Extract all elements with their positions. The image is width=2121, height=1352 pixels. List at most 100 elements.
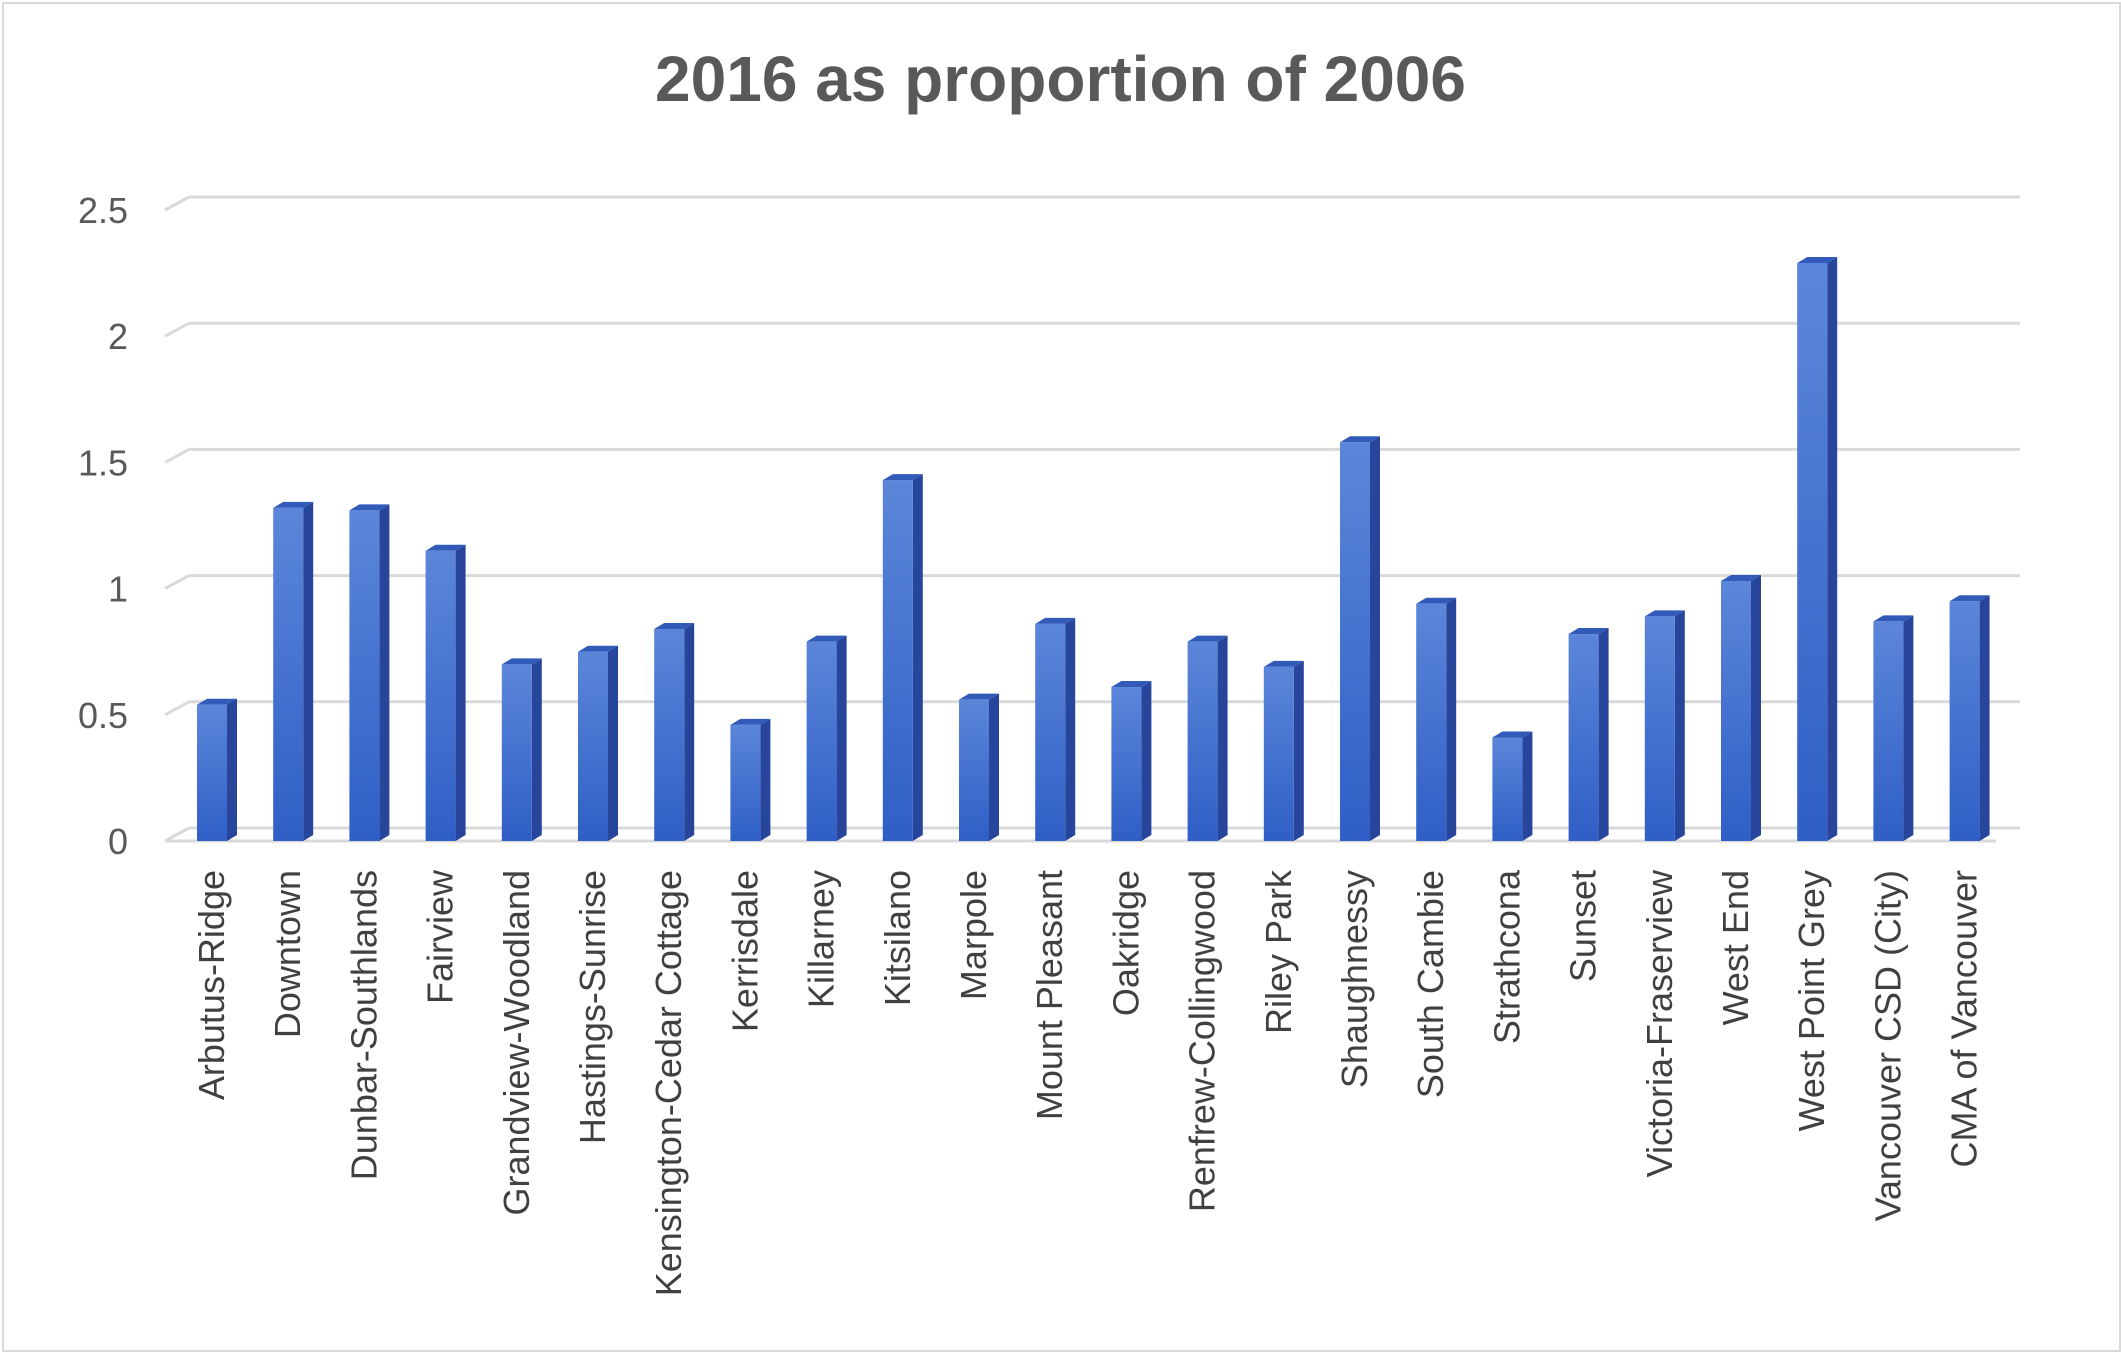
- bar-side: [1446, 597, 1457, 841]
- bar: [425, 544, 466, 841]
- bar: [197, 698, 237, 841]
- bar-side: [1370, 436, 1380, 841]
- bar-side: [989, 693, 999, 841]
- x-tick-label: West End: [1715, 870, 1756, 1025]
- bar-top: [1644, 610, 1685, 617]
- gridline-diag: [164, 448, 190, 464]
- x-tick-label: Victoria-Fraserview: [1639, 869, 1680, 1177]
- y-tick-label: 0.5: [78, 695, 128, 736]
- bar: [806, 635, 847, 841]
- bar-top: [1263, 660, 1304, 667]
- bar-top: [501, 658, 542, 665]
- bar-side: [531, 658, 542, 841]
- bar: [1416, 597, 1457, 841]
- bar-front: [273, 507, 304, 841]
- gridline-diag: [164, 700, 190, 717]
- bar-side: [608, 645, 618, 841]
- x-tick-label: Fairview: [420, 869, 461, 1004]
- x-tick-label: Grandview-Woodland: [496, 870, 537, 1216]
- y-tick-label: 2: [108, 316, 128, 357]
- bar-front: [1721, 581, 1751, 841]
- bar-front: [349, 510, 380, 841]
- bar-front: [1416, 603, 1447, 841]
- x-tick-label: Hastings-Sunrise: [572, 870, 613, 1144]
- x-tick-label: Kerrisdale: [724, 870, 765, 1032]
- bar-top: [1568, 628, 1609, 635]
- bar-top: [654, 622, 695, 629]
- bar: [959, 693, 999, 841]
- bar: [654, 622, 695, 841]
- bar-top: [1340, 436, 1380, 443]
- bar-side: [1979, 595, 1990, 841]
- bar-side: [760, 718, 771, 841]
- bar-top: [273, 501, 314, 508]
- bar: [1721, 575, 1761, 841]
- bar-side: [1598, 628, 1609, 841]
- bar-front: [1949, 601, 1980, 841]
- bar: [1644, 610, 1685, 841]
- bar-front: [1797, 263, 1828, 841]
- bar: [578, 645, 618, 841]
- y-tick-label: 2.5: [78, 190, 128, 231]
- bar-front: [1644, 616, 1675, 841]
- bar-top: [197, 698, 237, 705]
- gridline-diag: [164, 574, 190, 590]
- bar-front: [1568, 634, 1599, 841]
- bar-side: [455, 544, 466, 841]
- bar-side: [1293, 660, 1304, 841]
- bar-top: [349, 504, 390, 511]
- x-tick-label: Downtown: [267, 870, 308, 1038]
- x-tick-label: CMA of Vancouver: [1944, 870, 1985, 1167]
- bar-top: [1187, 635, 1228, 642]
- x-tick-label: Marpole: [953, 870, 994, 1000]
- bar-top: [1035, 617, 1076, 624]
- bar-front: [578, 651, 608, 841]
- bar-side: [1674, 610, 1685, 841]
- x-tick-label: Oakridge: [1105, 870, 1146, 1016]
- bar: [1492, 731, 1533, 841]
- bar: [501, 658, 542, 841]
- x-tick-label: Sunset: [1563, 870, 1604, 982]
- bar: [1340, 436, 1380, 841]
- gridlines: [164, 195, 2020, 843]
- bar-top: [1949, 595, 1990, 602]
- bar-front: [654, 628, 685, 841]
- bar-front: [959, 699, 989, 841]
- bar-front: [730, 724, 761, 841]
- bar: [349, 504, 390, 841]
- bar-side: [1903, 615, 1914, 841]
- bar: [273, 501, 314, 841]
- bar-top: [425, 544, 466, 551]
- bar-front: [501, 664, 532, 841]
- y-tick-label: 0: [108, 821, 128, 862]
- bar-top: [1492, 731, 1533, 738]
- bar: [1873, 615, 1914, 841]
- bar-front: [425, 550, 456, 841]
- bar: [882, 474, 923, 841]
- y-axis: 0 0.5 1 1.5 2 2.5: [78, 190, 128, 862]
- gridline-diag: [164, 195, 190, 212]
- bar: [1797, 257, 1838, 841]
- bar-side: [1827, 257, 1838, 841]
- bar-side: [227, 698, 237, 841]
- x-axis: Arbutus-Ridge Downtown Dunbar-Southlands Fa…: [191, 869, 1985, 1296]
- bar: [1035, 617, 1076, 841]
- y-tick-label: 1.5: [78, 442, 128, 483]
- bar-front: [1263, 666, 1294, 841]
- bar-front: [1492, 737, 1523, 841]
- x-tick-label: Shaughnessy: [1334, 870, 1375, 1088]
- bar-top: [1873, 615, 1914, 622]
- x-tick-label: Kitsilano: [877, 870, 918, 1006]
- bar-side: [1751, 575, 1761, 841]
- x-tick-label: Renfrew-Collingwood: [1182, 870, 1223, 1212]
- bar-top: [1797, 257, 1838, 264]
- bar-front: [1187, 641, 1218, 841]
- x-tick-label: Kensington-Cedar Cottage: [648, 870, 689, 1296]
- x-tick-label: South Cambie: [1410, 870, 1451, 1098]
- bar-top: [959, 693, 999, 700]
- bar: [1263, 660, 1304, 841]
- bar: [1568, 628, 1609, 841]
- bar: [1187, 635, 1228, 841]
- bar-top: [1111, 681, 1152, 688]
